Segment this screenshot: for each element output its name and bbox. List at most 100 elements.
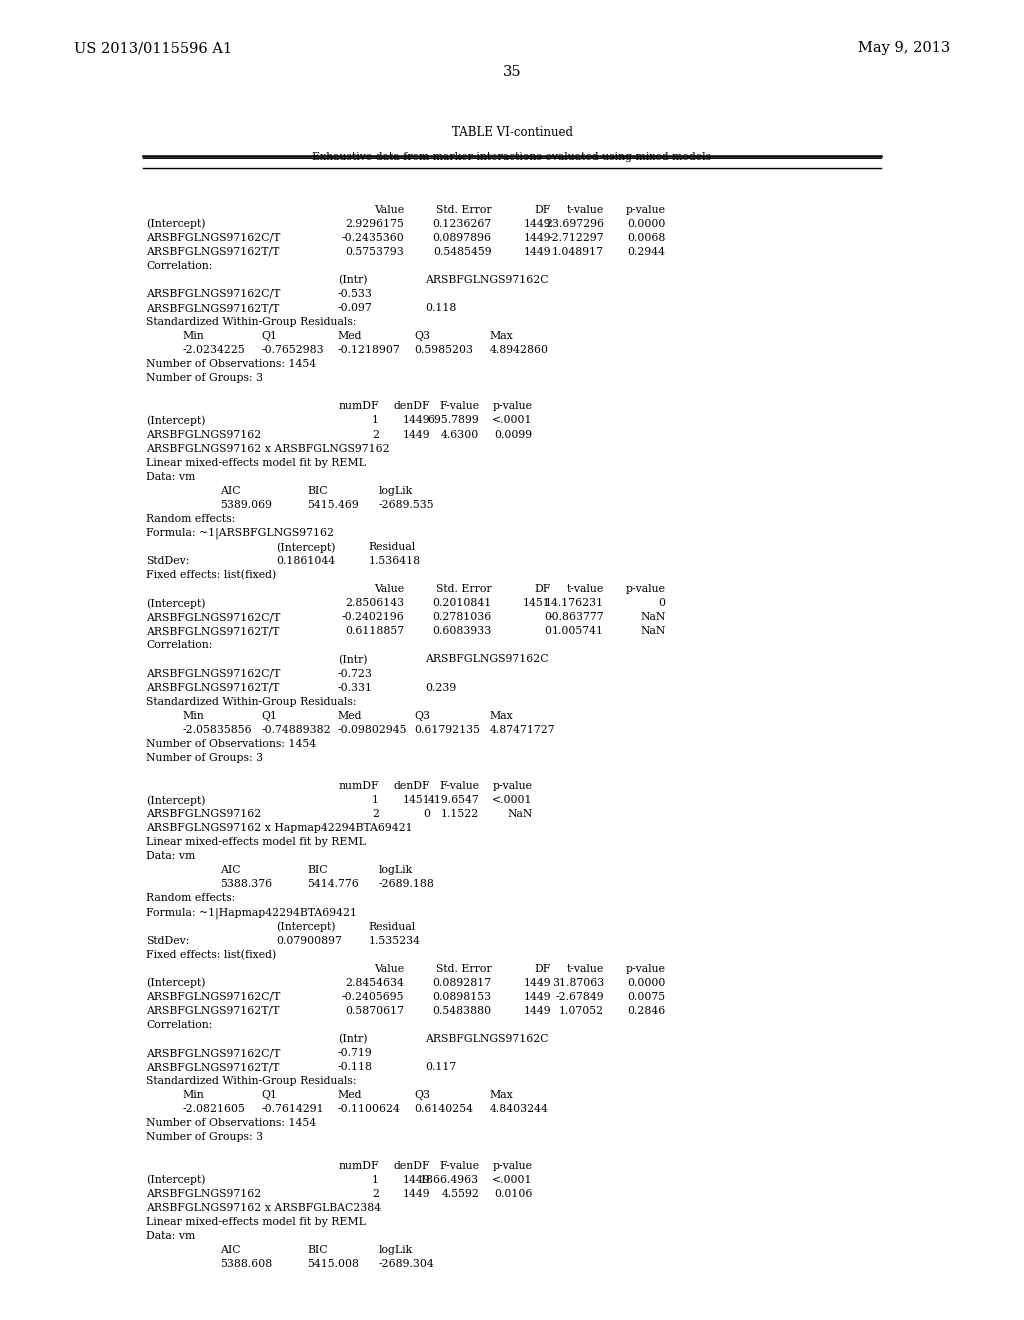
Text: 1449: 1449 (523, 1006, 551, 1016)
Text: 0.2846: 0.2846 (628, 1006, 666, 1016)
Text: (Intercept): (Intercept) (146, 795, 206, 805)
Text: Value: Value (375, 585, 404, 594)
Text: ARSBFGLNGS97162C/T: ARSBFGLNGS97162C/T (146, 232, 281, 243)
Text: Std. Error: Std. Error (436, 964, 492, 974)
Text: 1: 1 (372, 1175, 379, 1184)
Text: -0.2435360: -0.2435360 (342, 232, 404, 243)
Text: Data: vm: Data: vm (146, 471, 196, 482)
Text: ARSBFGLNGS97162T/T: ARSBFGLNGS97162T/T (146, 682, 280, 693)
Text: -0.723: -0.723 (338, 668, 373, 678)
Text: t-value: t-value (567, 585, 604, 594)
Text: BIC: BIC (307, 1245, 328, 1255)
Text: 0: 0 (544, 627, 551, 636)
Text: (Intr): (Intr) (338, 275, 368, 285)
Text: Q3: Q3 (415, 710, 431, 721)
Text: -2.712297: -2.712297 (549, 232, 604, 243)
Text: 0.118: 0.118 (425, 304, 457, 313)
Text: Linear mixed-effects model fit by REML: Linear mixed-effects model fit by REML (146, 837, 367, 847)
Text: Q3: Q3 (415, 331, 431, 341)
Text: -2.67849: -2.67849 (556, 991, 604, 1002)
Text: 5388.376: 5388.376 (220, 879, 272, 890)
Text: Med: Med (338, 331, 362, 341)
Text: 1: 1 (372, 416, 379, 425)
Text: Q1: Q1 (261, 1090, 278, 1101)
Text: 0.0000: 0.0000 (628, 219, 666, 228)
Text: Q3: Q3 (415, 1090, 431, 1101)
Text: (Intercept): (Intercept) (276, 543, 336, 553)
Text: StdDev:: StdDev: (146, 556, 189, 566)
Text: 5388.608: 5388.608 (220, 1259, 272, 1269)
Text: -0.74889382: -0.74889382 (261, 725, 331, 735)
Text: <.0001: <.0001 (492, 416, 532, 425)
Text: 14.176231: 14.176231 (545, 598, 604, 609)
Text: 0: 0 (544, 612, 551, 622)
Text: 1.048917: 1.048917 (552, 247, 604, 257)
Text: p-value: p-value (493, 781, 532, 791)
Text: Med: Med (338, 1090, 362, 1101)
Text: Residual: Residual (369, 921, 416, 932)
Text: Correlation:: Correlation: (146, 261, 213, 271)
Text: AIC: AIC (220, 866, 241, 875)
Text: Standardized Within-Group Residuals:: Standardized Within-Group Residuals: (146, 697, 357, 706)
Text: 1449: 1449 (523, 232, 551, 243)
Text: 0.2010841: 0.2010841 (432, 598, 492, 609)
Text: 4.5592: 4.5592 (441, 1189, 479, 1199)
Text: 0.5753793: 0.5753793 (346, 247, 404, 257)
Text: -0.09802945: -0.09802945 (338, 725, 408, 735)
Text: 1.005741: 1.005741 (552, 627, 604, 636)
Text: 5389.069: 5389.069 (220, 500, 272, 510)
Text: p-value: p-value (493, 1160, 532, 1171)
Text: 1.1522: 1.1522 (441, 809, 479, 820)
Text: 1449: 1449 (402, 1189, 430, 1199)
Text: StdDev:: StdDev: (146, 936, 189, 945)
Text: p-value: p-value (493, 401, 532, 412)
Text: 2: 2 (372, 429, 379, 440)
Text: -0.331: -0.331 (338, 682, 373, 693)
Text: 0.0898153: 0.0898153 (432, 991, 492, 1002)
Text: 0.1861044: 0.1861044 (276, 556, 336, 566)
Text: 31.87063: 31.87063 (552, 978, 604, 987)
Text: AIC: AIC (220, 1245, 241, 1255)
Text: TABLE VI-continued: TABLE VI-continued (452, 125, 572, 139)
Text: logLik: logLik (379, 1245, 413, 1255)
Text: BIC: BIC (307, 866, 328, 875)
Text: denDF: denDF (393, 1160, 430, 1171)
Text: Number of Groups: 3: Number of Groups: 3 (146, 1133, 263, 1142)
Text: (Intercept): (Intercept) (146, 219, 206, 230)
Text: DF: DF (535, 585, 551, 594)
Text: US 2013/0115596 A1: US 2013/0115596 A1 (74, 41, 231, 55)
Text: F-value: F-value (439, 781, 479, 791)
Text: -0.1218907: -0.1218907 (338, 346, 400, 355)
Text: denDF: denDF (393, 781, 430, 791)
Text: F-value: F-value (439, 1160, 479, 1171)
Text: 1449: 1449 (523, 247, 551, 257)
Text: 1449: 1449 (523, 978, 551, 987)
Text: BIC: BIC (307, 486, 328, 496)
Text: Q1: Q1 (261, 710, 278, 721)
Text: Std. Error: Std. Error (436, 205, 492, 215)
Text: -2689.188: -2689.188 (379, 879, 435, 890)
Text: May 9, 2013: May 9, 2013 (858, 41, 950, 55)
Text: 2.8454634: 2.8454634 (346, 978, 404, 987)
Text: ARSBFGLNGS97162 x Hapmap42294BTA69421: ARSBFGLNGS97162 x Hapmap42294BTA69421 (146, 824, 413, 833)
Text: Correlation:: Correlation: (146, 1020, 213, 1030)
Text: 0.0068: 0.0068 (628, 232, 666, 243)
Text: ARSBFGLNGS97162 x ARSBFGLNGS97162: ARSBFGLNGS97162 x ARSBFGLNGS97162 (146, 444, 390, 454)
Text: 35: 35 (503, 65, 521, 79)
Text: NaN: NaN (507, 809, 532, 820)
Text: ARSBFGLNGS97162C/T: ARSBFGLNGS97162C/T (146, 668, 281, 678)
Text: (Intercept): (Intercept) (146, 978, 206, 989)
Text: t-value: t-value (567, 964, 604, 974)
Text: 1451: 1451 (402, 795, 430, 805)
Text: -2.0821605: -2.0821605 (182, 1105, 245, 1114)
Text: 2.8506143: 2.8506143 (345, 598, 404, 609)
Text: Linear mixed-effects model fit by REML: Linear mixed-effects model fit by REML (146, 458, 367, 467)
Text: 0.0892817: 0.0892817 (432, 978, 492, 987)
Text: 1: 1 (372, 795, 379, 805)
Text: ARSBFGLNGS97162T/T: ARSBFGLNGS97162T/T (146, 304, 280, 313)
Text: -0.1100624: -0.1100624 (338, 1105, 400, 1114)
Text: Exhaustive data from marker interactions evaluated using mixed models: Exhaustive data from marker interactions… (312, 152, 712, 162)
Text: p-value: p-value (626, 964, 666, 974)
Text: 5414.776: 5414.776 (307, 879, 359, 890)
Text: DF: DF (535, 964, 551, 974)
